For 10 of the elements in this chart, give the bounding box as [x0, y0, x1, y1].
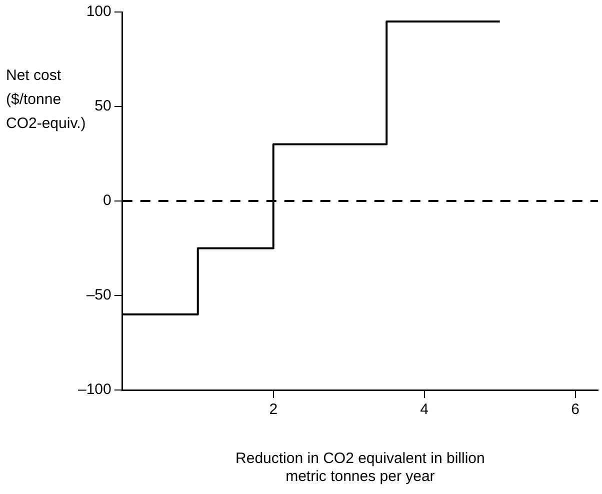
- x-axis-title: Reduction in CO2 equivalent in billion metric tonnes per year: [236, 450, 485, 486]
- x-tick-label: 4: [420, 401, 429, 418]
- y-tick-label: 100: [86, 3, 112, 20]
- x-tick-label: 6: [571, 401, 580, 418]
- y-tick-label: –100: [78, 381, 112, 398]
- y-tick-label: 50: [94, 98, 112, 115]
- y-axis-title: Net cost ($/tonne CO2-equiv.): [6, 67, 86, 132]
- y-tick-label: 0: [103, 192, 112, 210]
- x-tick-label: 2: [269, 401, 278, 418]
- y-tick-label: –50: [86, 286, 112, 304]
